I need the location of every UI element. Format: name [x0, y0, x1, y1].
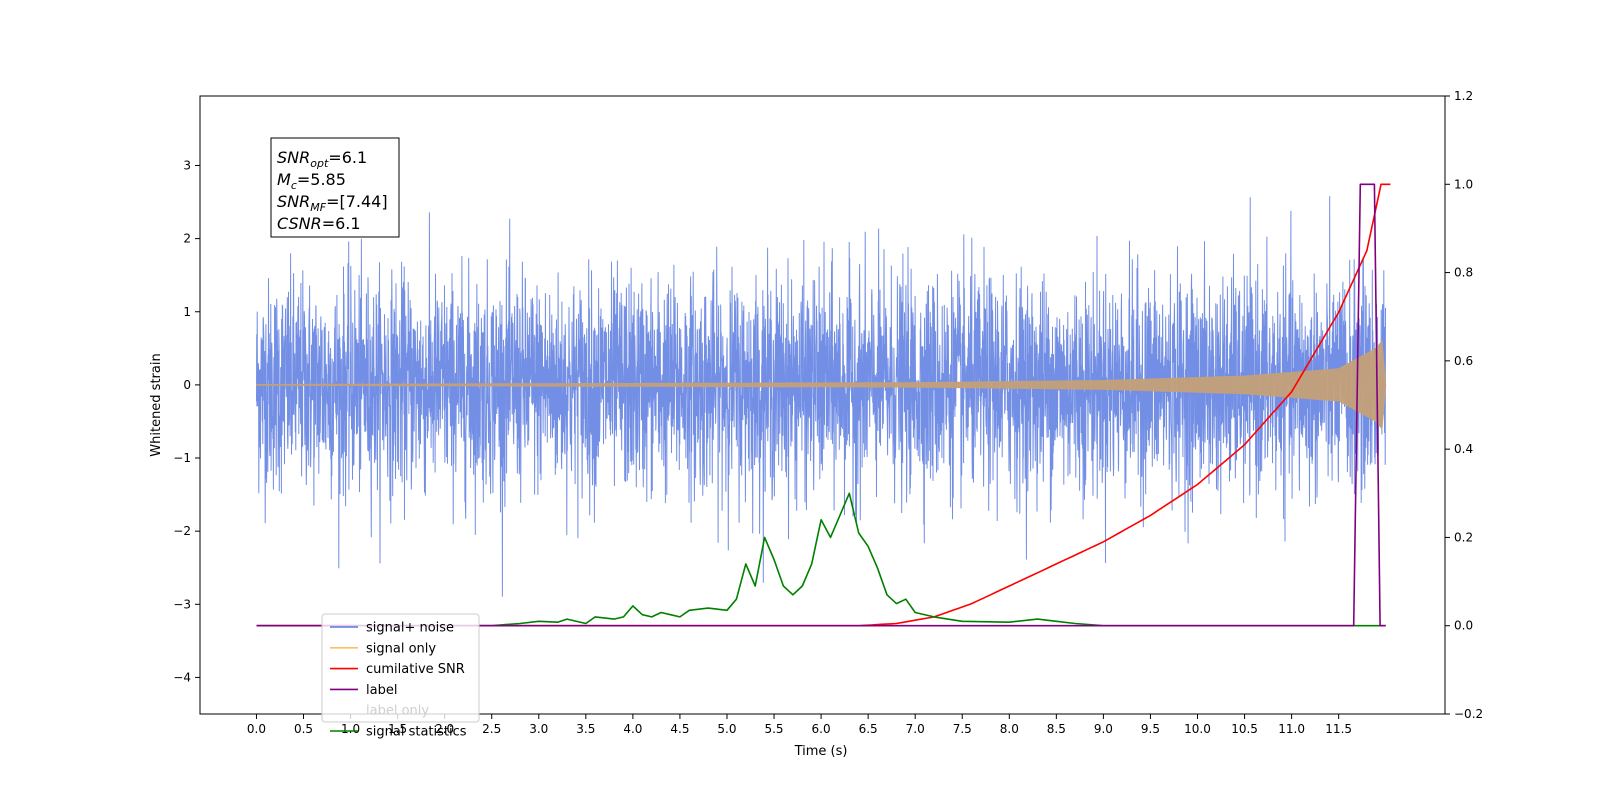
y-tick-label: 3 [183, 158, 191, 172]
y2-tick-label: 0.2 [1454, 530, 1473, 544]
x-tick-label: 8.0 [1000, 722, 1019, 736]
series-signal-noise-line [256, 196, 1387, 597]
y2-tick-label: 0.4 [1454, 442, 1473, 456]
y-tick-label: −2 [173, 524, 191, 538]
legend-label: label only [366, 704, 429, 719]
x-tick-label: 0.0 [247, 722, 266, 736]
series-signal-only-band [256, 339, 1387, 431]
x-tick-label: 3.5 [576, 722, 595, 736]
y-tick-label: 1 [183, 305, 191, 319]
x-tick-label: 10.5 [1231, 722, 1258, 736]
y-tick-label: 0 [183, 378, 191, 392]
x-tick-label: 7.0 [906, 722, 925, 736]
x-tick-label: 10.0 [1184, 722, 1211, 736]
x-tick-label: 9.0 [1094, 722, 1113, 736]
x-tick-label: 1.5 [388, 722, 407, 736]
annotation-line: CSNR=6.1 [277, 214, 361, 233]
x-tick-label: 6.0 [812, 722, 831, 736]
legend-label: signal+ noise [366, 621, 454, 636]
x-axis: 0.0 0.5 1.0 1.5 2.0 2.5 3.0 3.5 4.0 4.5 5.0 5.5 6.0 6… [247, 714, 1352, 736]
x-tick-label: 6.5 [859, 722, 878, 736]
y-tick-label: 2 [183, 232, 191, 246]
series-label-line [256, 183, 1386, 627]
series-cumulative-snr-line [256, 183, 1391, 627]
annotation-line: SNRMF=[7.44] [277, 192, 388, 214]
series-signal-statistics-line [256, 492, 1386, 627]
legend-frame [321, 613, 480, 723]
y2-tick-label: 1.2 [1454, 89, 1473, 103]
x-tick-label: 5.0 [717, 722, 736, 736]
legend-label: label [366, 683, 397, 698]
x-tick-label: 1.0 [341, 722, 360, 736]
y-axis-right: 1.2 1.0 0.8 0.6 0.4 0.2 0.0 −0.2 [1445, 89, 1483, 721]
annotation-frame [270, 137, 400, 238]
annotation-line: Mc=5.85 [277, 170, 346, 192]
y-tick-label: −1 [173, 451, 191, 465]
axes-frame [199, 95, 1446, 715]
annotation-line: SNRopt=6.1 [277, 148, 367, 170]
y2-tick-label: 0.0 [1454, 619, 1473, 633]
plot-area [256, 183, 1391, 627]
y-axis-left: 3 2 1 0 −1 −2 −3 −4 [173, 158, 200, 684]
y2-tick-label: 0.6 [1454, 354, 1473, 368]
x-tick-label: 2.0 [435, 722, 454, 736]
y-tick-label: −3 [173, 597, 191, 611]
x-tick-label: 9.5 [1141, 722, 1160, 736]
x-tick-label: 4.0 [623, 722, 642, 736]
legend-label: signal only [366, 641, 436, 656]
x-tick-label: 11.0 [1278, 722, 1305, 736]
x-axis-label: Time (s) [794, 744, 848, 759]
y-axis-label: Whitened strain [149, 353, 164, 456]
x-tick-label: 8.5 [1047, 722, 1066, 736]
x-tick-label: 4.5 [670, 722, 689, 736]
x-tick-label: 3.0 [529, 722, 548, 736]
x-tick-label: 7.5 [953, 722, 972, 736]
legend: signal+ noise signal only cumilative SNR la… [321, 613, 480, 740]
x-tick-label: 2.5 [482, 722, 501, 736]
x-tick-label: 5.5 [764, 722, 783, 736]
y2-tick-label: 1.0 [1454, 177, 1473, 191]
y-tick-label: −4 [173, 670, 191, 684]
x-tick-label: 11.5 [1325, 722, 1352, 736]
y2-tick-label: −0.2 [1454, 707, 1483, 721]
y2-tick-label: 0.8 [1454, 266, 1473, 280]
x-tick-label: 0.5 [294, 722, 313, 736]
legend-label: cumilative SNR [366, 662, 465, 677]
legend-label: signal statistics [366, 725, 467, 740]
